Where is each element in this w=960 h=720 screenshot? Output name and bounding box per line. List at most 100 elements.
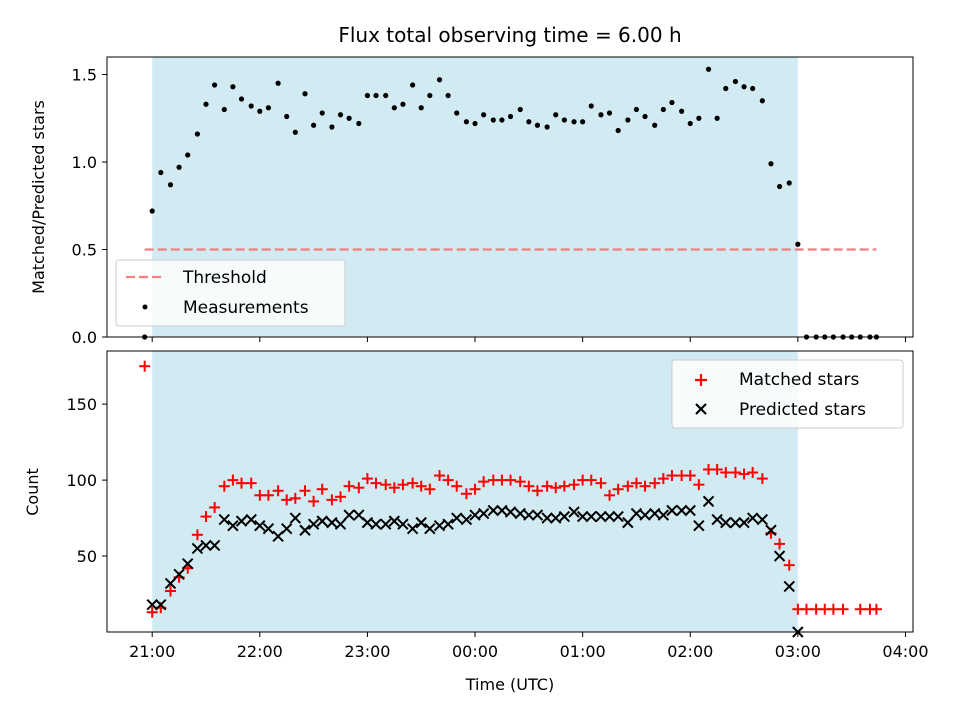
measurement-point: [194, 131, 200, 137]
predicted-point: [585, 510, 597, 523]
measurement-point: [427, 92, 433, 99]
predicted-point: [469, 509, 481, 521]
measurement-point: [776, 183, 783, 190]
predicted-point-b: [720, 516, 732, 529]
measurement-point: [319, 110, 325, 116]
measurement-point: [768, 161, 774, 167]
predicted-point: [164, 577, 177, 590]
measurement-point: [625, 117, 631, 123]
matched-point: [353, 482, 365, 494]
measurement-point: [544, 124, 550, 130]
predicted-point-b: [612, 510, 624, 523]
predicted-point: [380, 518, 392, 530]
measurement-point: [463, 119, 470, 125]
measurement-point: [265, 105, 272, 111]
legend-predicted-label: Predicted stars: [739, 400, 866, 420]
matched-point: [738, 468, 750, 480]
predicted-point: [361, 516, 374, 529]
matched-point: [684, 470, 696, 482]
predicted-point: [281, 523, 293, 535]
matched-point: [434, 470, 446, 482]
predicted-point: [550, 512, 562, 524]
matched-point: [622, 480, 634, 492]
measurement-point: [598, 112, 604, 118]
matched-point: [523, 480, 535, 492]
predicted-point-b: [182, 557, 194, 570]
predicted-point: [299, 524, 311, 536]
predicted-point: [756, 513, 769, 526]
predicted-point-b: [666, 504, 678, 517]
count-y-axis-label: Count: [23, 468, 42, 516]
measurement-point: [176, 164, 182, 170]
ratio-axes: 0.0 0.5 1.0 1.5: [72, 66, 906, 347]
measurement-point: [669, 99, 675, 106]
matched-point: [380, 479, 392, 491]
measurement-point: [410, 82, 416, 88]
predicted-point-b: [585, 510, 597, 523]
predicted-point: [711, 513, 723, 526]
predicted-point: [541, 512, 553, 524]
matched-point: [299, 485, 311, 497]
y-tick-label: 100: [66, 471, 97, 490]
matched-point: [424, 483, 436, 495]
matched-point: [218, 480, 230, 492]
measurement-point: [652, 122, 658, 128]
ratio-panel: Flux total observing time = 6.00 h Match…: [29, 23, 914, 347]
legend-threshold-label: Threshold: [182, 268, 267, 288]
measurement-point: [221, 106, 227, 113]
matched-point: [326, 494, 338, 506]
predicted-point: [738, 516, 750, 529]
predicted-point: [334, 518, 347, 530]
matched-point: [335, 491, 347, 503]
predicted-point-b: [711, 513, 723, 526]
predicted-point-b: [773, 550, 786, 562]
predicted-point-b: [693, 519, 705, 532]
measurement-point: [615, 127, 621, 134]
measurement-point: [472, 120, 478, 127]
predicted-point: [424, 523, 436, 535]
predicted-point-b: [361, 516, 374, 529]
matched-point: [361, 473, 373, 485]
predicted-point-b: [531, 509, 544, 521]
legend-measurements-swatch: [142, 304, 148, 310]
measurement-point: [230, 84, 236, 90]
measurement-point: [329, 124, 335, 130]
matched-point: [146, 606, 158, 618]
predicted-point: [649, 507, 661, 520]
measurement-point: [660, 106, 666, 113]
matched-point: [568, 479, 580, 491]
matched-point: [469, 483, 481, 495]
measurement-point: [275, 80, 281, 86]
matched-point: [595, 477, 607, 489]
predicted-point: [218, 513, 231, 526]
predicted-point-b: [550, 512, 562, 524]
matched-point: [585, 474, 597, 486]
measurement-point: [705, 66, 712, 72]
predicted-point-b: [343, 509, 355, 521]
predicted-point: [262, 523, 275, 535]
measurement-point: [750, 85, 756, 92]
measurement-point: [759, 98, 765, 104]
matched-point: [442, 474, 454, 486]
measurement-point: [499, 117, 505, 123]
measurement-point: [490, 117, 496, 123]
predicted-point-b: [477, 507, 490, 520]
matched-point: [343, 480, 355, 492]
predicted-point-b: [353, 509, 365, 521]
measurement-point: [167, 182, 174, 188]
predicted-point-b: [729, 516, 742, 529]
predicted-point-b: [603, 510, 616, 523]
predicted-point-b: [523, 509, 535, 521]
measurement-point: [418, 105, 424, 111]
predicted-point: [746, 512, 759, 524]
matched-point: [289, 492, 301, 504]
matched-point: [756, 473, 768, 485]
predicted-point-b: [218, 513, 231, 526]
matched-point: [657, 473, 669, 485]
predicted-point-b: [245, 513, 257, 526]
matched-point: [281, 494, 293, 506]
predicted-point: [693, 519, 705, 532]
predicted-point-b: [235, 515, 248, 527]
predicted-point: [370, 518, 382, 530]
matched-point: [245, 477, 257, 489]
